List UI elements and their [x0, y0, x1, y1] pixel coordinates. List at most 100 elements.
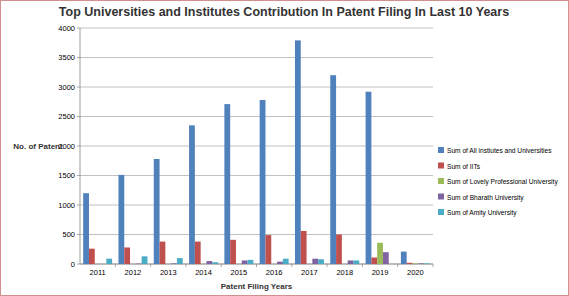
legend-label: Sum of IITs: [447, 163, 481, 170]
bar: [295, 40, 301, 264]
bar: [189, 125, 195, 264]
y-axis-title: No. of Patent: [13, 142, 63, 151]
x-tick: [150, 264, 151, 267]
x-tick-label: 2018: [336, 268, 353, 277]
x-tick: [221, 264, 222, 267]
x-tick: [433, 264, 434, 267]
x-tick-label: 2015: [231, 268, 248, 277]
y-tick-label: 1000: [58, 201, 75, 210]
chart: Top Universities and Institutes Contribu…: [0, 0, 569, 296]
x-tick-label: 2016: [266, 268, 283, 277]
bar: [160, 242, 166, 264]
bar: [201, 264, 207, 265]
x-tick: [185, 264, 186, 267]
bar: [348, 260, 354, 264]
bar: [418, 263, 424, 264]
y-tick: [77, 57, 80, 58]
bar: [353, 260, 359, 264]
bar: [377, 243, 383, 264]
bar: [154, 159, 160, 264]
bar: [283, 259, 289, 264]
y-tick-label: 3500: [58, 53, 75, 62]
y-tick: [77, 116, 80, 117]
y-tick: [77, 234, 80, 235]
x-tick: [115, 264, 116, 267]
grid-line: [80, 87, 433, 88]
x-tick-label: 2020: [407, 268, 424, 277]
bar: [371, 258, 377, 264]
y-axis: [80, 28, 81, 264]
legend-swatch: [438, 163, 444, 169]
legend-swatch: [438, 194, 444, 200]
bar: [277, 262, 283, 264]
x-tick-label: 2019: [372, 268, 389, 277]
legend-swatch: [438, 147, 444, 153]
bar: [389, 264, 395, 265]
legend-label: Sum of All instiutes and Universities: [447, 147, 552, 154]
x-tick-label: 2013: [160, 268, 177, 277]
bar: [260, 100, 266, 264]
legend-label: Sum of Amity University: [447, 209, 517, 217]
bar: [424, 263, 430, 264]
bar: [271, 264, 277, 265]
x-tick-label: 2014: [195, 268, 212, 277]
y-tick: [77, 28, 80, 29]
bar: [118, 175, 124, 264]
bar: [177, 258, 183, 264]
y-tick: [77, 264, 80, 265]
legend-label: Sum of Lovely Professional University: [447, 178, 558, 186]
bars: [83, 40, 430, 264]
bar: [171, 263, 177, 264]
grid-line: [80, 234, 433, 235]
bar: [130, 264, 136, 265]
bar: [195, 242, 201, 264]
bar: [401, 252, 407, 264]
bar: [101, 264, 107, 265]
title: Top Universities and Institutes Contribu…: [59, 5, 509, 19]
x-tick-label: 2011: [90, 268, 106, 277]
y-tick-label: 0: [71, 260, 75, 269]
bar: [407, 263, 413, 264]
bar: [248, 260, 254, 264]
x-tick-label: 2017: [301, 268, 318, 277]
bar: [165, 264, 171, 265]
bar: [366, 92, 372, 264]
bar: [307, 264, 313, 265]
y-tick: [77, 205, 80, 206]
chart-border: [1, 1, 569, 296]
bar: [89, 249, 95, 264]
grid-line: [80, 175, 433, 176]
bar: [206, 261, 212, 264]
x-tick: [327, 264, 328, 267]
bar: [136, 263, 142, 264]
bar: [83, 193, 89, 264]
bar: [318, 259, 324, 264]
grid-line: [80, 205, 433, 206]
y-tick: [77, 175, 80, 176]
legend-swatch: [438, 178, 444, 184]
legend-label: Sum of Bharath University: [447, 194, 524, 202]
bar: [124, 247, 130, 264]
bar: [336, 235, 342, 265]
x-tick: [291, 264, 292, 267]
grid-line: [80, 116, 433, 117]
bar: [106, 259, 112, 264]
y-tick-label: 2500: [58, 112, 75, 121]
grid-line: [80, 57, 433, 58]
legend-swatch: [438, 209, 444, 215]
bar: [342, 264, 348, 265]
y-tick-label: 1500: [58, 171, 75, 180]
y-tick-label: 3000: [58, 83, 75, 92]
y-tick-label: 500: [62, 230, 75, 239]
bar: [312, 259, 318, 264]
bar: [95, 264, 101, 265]
x-tick: [256, 264, 257, 267]
bar: [142, 256, 148, 264]
grid-line: [80, 28, 433, 29]
bar: [242, 260, 248, 264]
bar: [236, 264, 242, 265]
y-tick: [77, 146, 80, 147]
bar: [265, 235, 271, 264]
bar: [412, 263, 418, 264]
bar: [330, 75, 336, 264]
